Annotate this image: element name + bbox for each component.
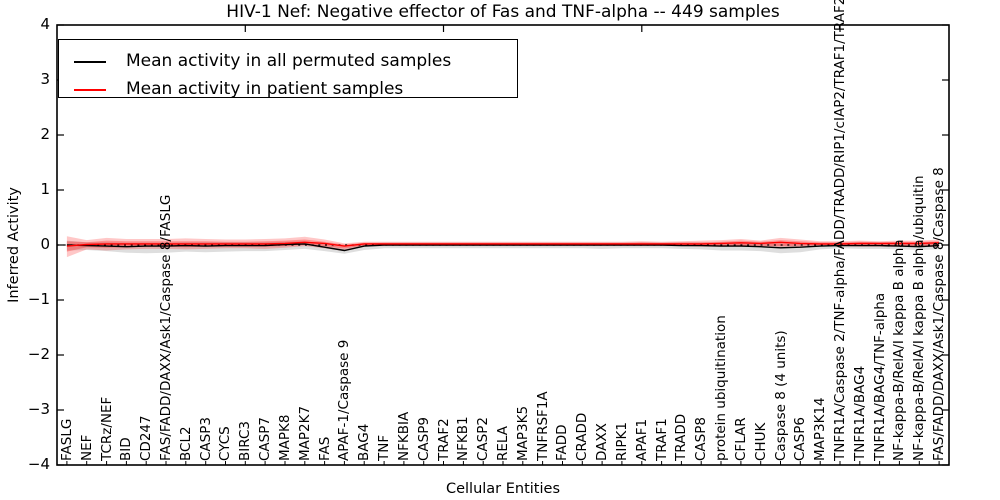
x-tick-label: FAS/FADD/DAXX/Ask1/Caspase 8/FASLG xyxy=(158,194,175,461)
x-tick-label: CASP3 xyxy=(197,417,214,461)
x-tick-label: CASP7 xyxy=(257,417,274,461)
legend-row-permuted: Mean activity in all permuted samples xyxy=(59,48,517,76)
y-tick-label: 0 xyxy=(40,235,50,253)
y-tick-label: −2 xyxy=(27,345,50,363)
x-tick-label: NFKBIA xyxy=(395,411,412,461)
x-tick-label: TRAF2 xyxy=(435,418,452,461)
x-tick-label: DAXX xyxy=(594,423,611,461)
x-tick-label: RIPK1 xyxy=(613,422,630,461)
y-tick-label: 3 xyxy=(40,70,50,88)
legend-row-patient: Mean activity in patient samples xyxy=(59,76,517,104)
patient-std-outer-band xyxy=(66,236,940,258)
x-tick-label: protein ubiquitination xyxy=(713,315,730,461)
legend-label-patient: Mean activity in patient samples xyxy=(126,79,404,99)
x-tick-label: FASLG xyxy=(58,418,75,461)
permuted-line-swatch xyxy=(74,61,106,63)
x-tick-label: BIRC3 xyxy=(237,421,254,461)
x-tick-label: MAP3K14 xyxy=(812,397,829,461)
legend: Mean activity in all permuted samples Me… xyxy=(58,39,518,99)
x-tick-label: NF-kappa-B/RelA/I kappa B alpha xyxy=(891,239,908,461)
x-tick-label: TRAF1 xyxy=(653,418,670,461)
x-tick-label: CFLAR xyxy=(732,417,749,461)
y-tick-label: 2 xyxy=(40,125,50,143)
axes-spines xyxy=(56,24,950,466)
x-tick-label: TNFR1A/BAG4 xyxy=(851,365,868,461)
chart-title: HIV-1 Nef: Negative effector of Fas and … xyxy=(226,2,780,22)
x-tick-label: TNFRSF1A xyxy=(534,391,551,461)
x-tick-label: CD247 xyxy=(138,415,155,461)
y-tick-label: 1 xyxy=(40,180,50,198)
x-tick-label: CASP8 xyxy=(693,417,710,461)
x-tick-label: BCL2 xyxy=(177,426,194,461)
x-tick-label: BAG4 xyxy=(356,423,373,461)
patient-mean-line xyxy=(66,241,940,247)
permuted-mean-line xyxy=(66,243,940,252)
x-tick-label: FADD xyxy=(554,424,571,461)
x-tick-label: CRADD xyxy=(574,412,591,461)
x-tick-label: FAS/FADD/DAXX/Ask1/Caspase 8/Caspase 8 xyxy=(931,167,948,461)
x-tick-label: TRADD xyxy=(673,413,690,461)
x-tick-label: CASP9 xyxy=(415,417,432,461)
x-tick-label: CYCS xyxy=(217,426,234,461)
x-tick-label: Caspase 8 (4 units) xyxy=(772,330,789,461)
y-tick-label: −1 xyxy=(27,290,50,308)
x-tick-label: APAF1 xyxy=(633,418,650,461)
patient-line-swatch xyxy=(74,89,106,91)
x-tick-label: BID xyxy=(118,437,135,461)
x-tick-label: NF-kappa-B/RelA/I kappa B alpha/ubiquiti… xyxy=(911,175,928,461)
patient-std-inner-band xyxy=(66,239,940,252)
x-tick-label: MAP3K5 xyxy=(514,405,531,461)
x-axis-label: Cellular Entities xyxy=(445,481,561,497)
x-tick-label: TNFR1A/BAG4/TNF-alpha xyxy=(871,292,888,461)
x-tick-label: NEF xyxy=(78,434,95,461)
y-tick-label: 4 xyxy=(40,15,50,33)
x-tick-label: CASP6 xyxy=(792,417,809,461)
x-tick-label: TCRz/NEF xyxy=(98,396,115,461)
x-tick-label: RELA xyxy=(495,426,511,461)
x-tick-label: CHUK xyxy=(752,422,769,461)
y-tick-label: −4 xyxy=(27,455,50,473)
x-tick-label: TNFR1A/Caspase 2/TNF-alpha/FADD/TRADD/RI… xyxy=(831,0,848,461)
x-tick-label: APAF-1/Caspase 9 xyxy=(336,339,353,461)
y-tick-label: −3 xyxy=(27,400,50,418)
x-tick-label: TNF xyxy=(376,434,393,461)
x-tick-label: MAP2K7 xyxy=(296,405,313,461)
legend-label-permuted: Mean activity in all permuted samples xyxy=(126,51,452,71)
x-tick-label: NFKB1 xyxy=(455,416,472,461)
x-tick-label: CASP2 xyxy=(475,417,492,461)
x-tick-label: MAPK8 xyxy=(276,414,293,461)
x-tick-label: FAS xyxy=(316,436,333,461)
